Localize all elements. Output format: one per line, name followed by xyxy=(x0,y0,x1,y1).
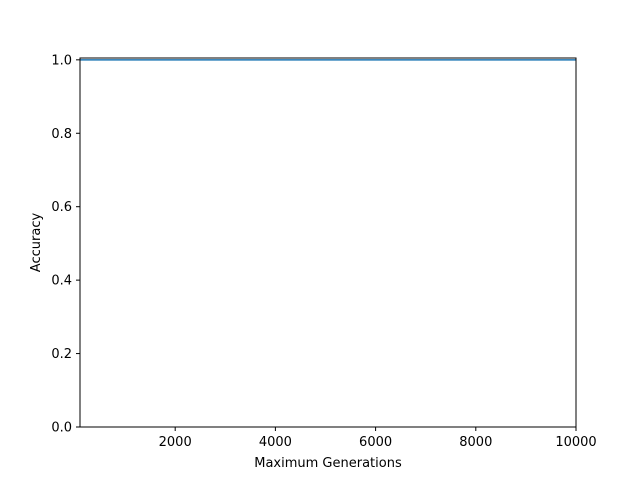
y-tick-label: 0.2 xyxy=(51,347,72,362)
x-tick-label: 6000 xyxy=(359,435,392,450)
x-tick-label: 4000 xyxy=(259,435,292,450)
plot-frame xyxy=(79,57,577,428)
y-axis-title: Accuracy xyxy=(29,213,44,273)
x-axis-title: Maximum Generations xyxy=(254,456,402,471)
y-axis: 0.0 0.2 0.4 0.6 0.8 1.0 xyxy=(51,53,80,436)
x-tick-label: 10000 xyxy=(555,435,596,450)
plot-area xyxy=(79,57,577,428)
y-tick-label: 0.4 xyxy=(51,274,72,289)
y-tick-label: 0.6 xyxy=(51,200,72,215)
x-axis: 2000 4000 6000 8000 10000 xyxy=(159,427,597,450)
x-tick-label: 2000 xyxy=(159,435,192,450)
x-tick-label: 8000 xyxy=(459,435,492,450)
y-tick-label: 0.0 xyxy=(51,421,72,436)
y-tick-label: 0.8 xyxy=(51,127,72,142)
y-tick-label: 1.0 xyxy=(51,53,72,68)
